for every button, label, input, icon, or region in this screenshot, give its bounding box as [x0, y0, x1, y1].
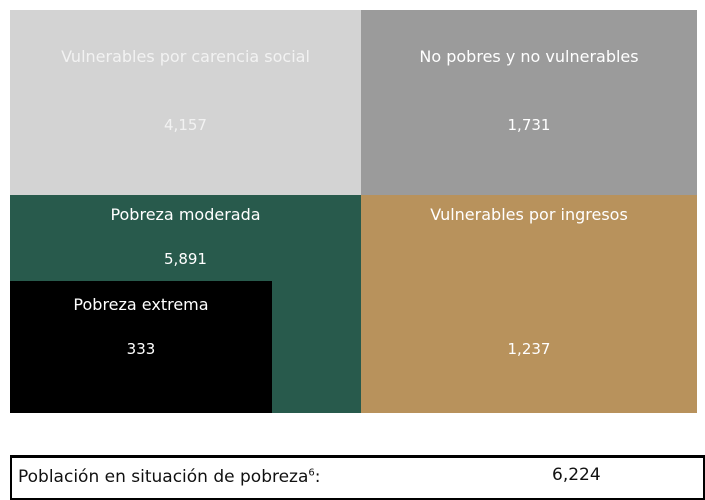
footnote-marker: 6: [308, 467, 315, 479]
summary-row: Población en situación de pobreza6: 6,22…: [10, 455, 705, 500]
quadrant: No pobres y no vulnerables 1,731: [361, 10, 697, 195]
summary-label: Población en situación de pobreza: [18, 467, 309, 487]
quadrant: Vulnerables por carencia social 4,157: [10, 10, 361, 195]
quadrant-label: Pobreza moderada: [110, 205, 261, 224]
quadrant-value: 333: [126, 340, 156, 358]
quadrant-value: 1,237: [507, 340, 551, 358]
quadrant-label: Pobreza extrema: [73, 295, 209, 314]
summary-suffix: :: [314, 467, 321, 487]
summary-value: 6,224: [552, 465, 601, 485]
quadrant-value: 4,157: [164, 116, 207, 134]
summary-label-group: Población en situación de pobreza6:: [18, 467, 321, 487]
quadrant-label: Vulnerables por carencia social: [61, 47, 310, 66]
quadrant-value: 5,891: [164, 250, 207, 268]
quadrant-label: No pobres y no vulnerables: [419, 47, 639, 66]
quadrant-value: 1,731: [507, 116, 551, 134]
quadrant: Vulnerables por ingresos 1,237: [361, 195, 697, 413]
quadrant: Pobreza extrema 333: [10, 281, 272, 413]
quadrant-label: Vulnerables por ingresos: [430, 205, 628, 224]
